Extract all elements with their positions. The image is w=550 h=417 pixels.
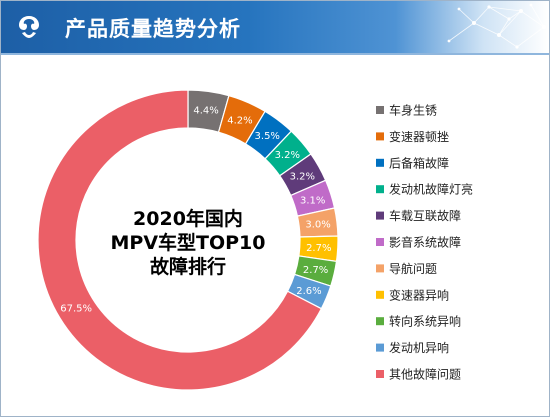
donut-slices [37, 89, 339, 391]
legend-label-8: 变速器异响 [389, 287, 449, 302]
network-decoration [447, 3, 546, 49]
center-title: 2020年国内 MPV车型TOP10 故障排行 [110, 207, 265, 278]
center-title-line-2: MPV车型TOP10 [110, 231, 265, 254]
slice-value-label-7: 3.0% [305, 220, 330, 231]
center-title-line-1: 2020年国内 [133, 207, 243, 230]
brand-logo-icon [19, 16, 39, 38]
legend-swatch-11 [376, 370, 384, 378]
slice-value-label-8: 2.7% [306, 243, 331, 254]
header-bar: 产品质量趋势分析 [1, 1, 549, 53]
legend-label-3: 后备箱故障 [389, 155, 449, 170]
legend-label-4: 发动机故障灯亮 [389, 182, 473, 197]
legend-label-7: 导航问题 [389, 261, 437, 276]
legend-swatch-3 [376, 158, 384, 167]
slice-value-label-3: 3.5% [255, 131, 280, 142]
legend-swatch-5 [376, 211, 384, 220]
legend-swatch-2 [376, 132, 384, 141]
slice-value-label-11: 67.5% [60, 304, 92, 315]
legend-swatch-4 [376, 185, 384, 194]
slice-value-label-10: 2.6% [296, 286, 321, 297]
legend-label-6: 影音系统故障 [389, 235, 461, 250]
legend-label-9: 转向系统异响 [389, 314, 461, 329]
slice-value-labels: 4.4% 4.2%3.5% 3.2% 3.2% 3.1% 3.0% 2.7% 2.7% 2.6%… [60, 106, 331, 315]
header-rule [1, 53, 549, 55]
legend-swatch-10 [376, 343, 384, 352]
legend-swatch-7 [376, 264, 384, 273]
legend-label-2: 变速器顿挫 [389, 129, 449, 144]
legend-label-1: 车身生锈 [389, 103, 437, 118]
legend-swatch-9 [376, 317, 384, 326]
slice-value-label-5: 3.2% [290, 172, 315, 183]
chart-legend: 车身生锈变速器顿挫后备箱故障发动机故障灯亮车载互联故障影音系统故障导航问题变速器… [376, 103, 473, 382]
slice-value-label-2: 4.2% [227, 115, 252, 126]
center-title-line-3: 故障排行 [150, 255, 226, 278]
legend-swatch-6 [376, 238, 384, 246]
slice-value-label-4: 3.2% [275, 150, 300, 161]
slice-value-label-1: 4.4% [193, 106, 218, 117]
page-title: 产品质量趋势分析 [65, 17, 241, 41]
slice-11 [37, 89, 323, 391]
legend-label-11: 其他故障问题 [389, 367, 461, 382]
legend-swatch-1 [376, 106, 384, 114]
legend-label-5: 车载互联故障 [389, 208, 461, 223]
slice-value-label-6: 3.1% [300, 195, 325, 206]
legend-swatch-8 [376, 290, 384, 299]
slice-value-label-9: 2.7% [303, 265, 328, 276]
legend-label-10: 发动机异响 [389, 340, 449, 355]
